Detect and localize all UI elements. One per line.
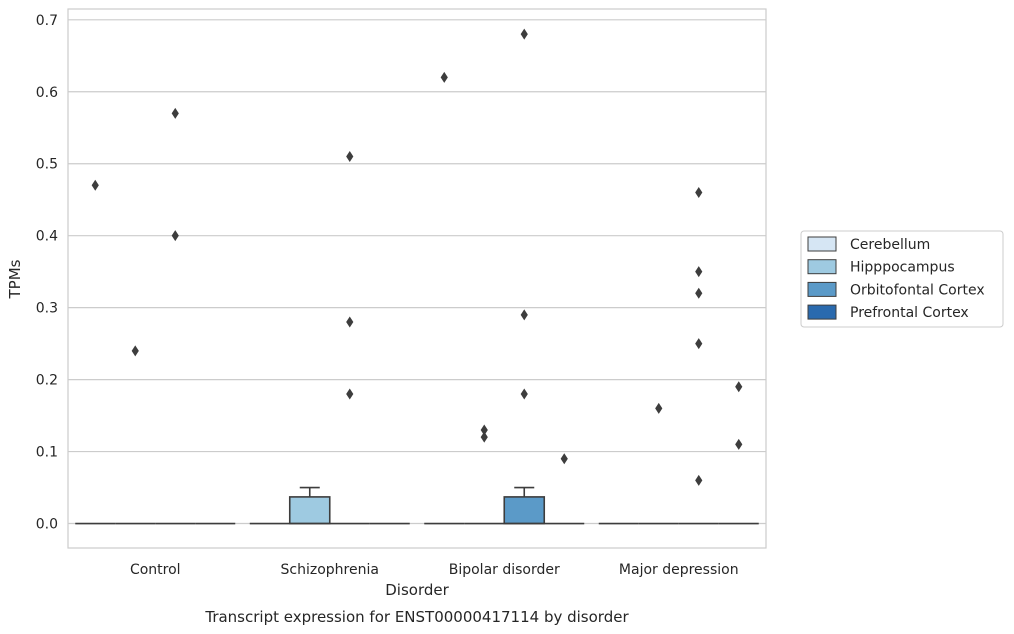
legend-swatch xyxy=(807,236,837,252)
legend-frame xyxy=(800,230,1004,328)
legend-swatch xyxy=(807,259,837,275)
outlier-point xyxy=(735,438,743,450)
x-tick-label: Control xyxy=(130,562,181,578)
x-tick-label: Schizophrenia xyxy=(281,562,379,578)
outlier-point xyxy=(346,316,354,328)
x-axis-label: Disorder xyxy=(385,581,449,599)
outlier-point xyxy=(346,388,354,400)
outlier-marks xyxy=(91,28,743,486)
outlier-point xyxy=(695,187,703,199)
x-tick-label: Bipolar disorder xyxy=(449,562,560,578)
outlier-point xyxy=(695,338,703,350)
legend-label: Orbitofontal Cortex xyxy=(850,282,985,298)
outlier-point xyxy=(131,345,139,357)
y-tick-label: 0.0 xyxy=(36,517,58,533)
gridlines xyxy=(68,19,766,525)
outlier-point xyxy=(171,230,179,242)
legend-swatch xyxy=(807,281,837,297)
y-tick-label: 0.7 xyxy=(36,13,58,29)
outlier-point xyxy=(520,309,528,321)
outlier-point xyxy=(520,388,528,400)
outlier-point xyxy=(171,107,179,119)
legend: Cerebellum Hipppocampus Orbitofontal Corte… xyxy=(800,230,1004,328)
y-tick-label: 0.4 xyxy=(36,229,58,245)
outlier-point xyxy=(735,381,743,393)
outlier-point xyxy=(520,28,528,40)
box-marks xyxy=(75,486,759,525)
y-tick-label: 0.2 xyxy=(36,373,58,389)
y-tick-label: 0.5 xyxy=(36,157,58,173)
box xyxy=(288,496,331,525)
chart-title: Transcript expression for ENST0000041711… xyxy=(204,608,629,626)
x-tick-label: Major depression xyxy=(619,562,739,578)
outlier-point xyxy=(91,179,99,191)
legend-label: Cerebellum xyxy=(850,237,930,253)
y-tick-label: 0.3 xyxy=(36,301,58,317)
box xyxy=(503,496,546,525)
outlier-point xyxy=(695,287,703,299)
legend-label: Prefrontal Cortex xyxy=(850,305,969,321)
legend-label: Hipppocampus xyxy=(850,260,955,276)
outlier-point xyxy=(560,453,568,465)
outlier-point xyxy=(480,431,488,443)
outlier-point xyxy=(695,474,703,486)
outlier-point xyxy=(440,71,448,83)
y-tick-label: 0.1 xyxy=(36,445,58,461)
outlier-point xyxy=(695,266,703,278)
plot-area-frame xyxy=(67,8,767,549)
y-axis-label: TPMs xyxy=(6,259,24,299)
legend-swatch xyxy=(807,304,837,320)
x-axis-ticks: Control Schizophrenia Bipolar disorder Majo… xyxy=(130,562,739,578)
y-axis-ticks: 0.0 0.1 0.2 0.3 0.4 0.5 0.6 0.7 xyxy=(36,13,58,533)
y-tick-label: 0.6 xyxy=(36,85,58,101)
outlier-point xyxy=(480,424,488,436)
outlier-point xyxy=(655,402,663,414)
outlier-point xyxy=(346,151,354,163)
